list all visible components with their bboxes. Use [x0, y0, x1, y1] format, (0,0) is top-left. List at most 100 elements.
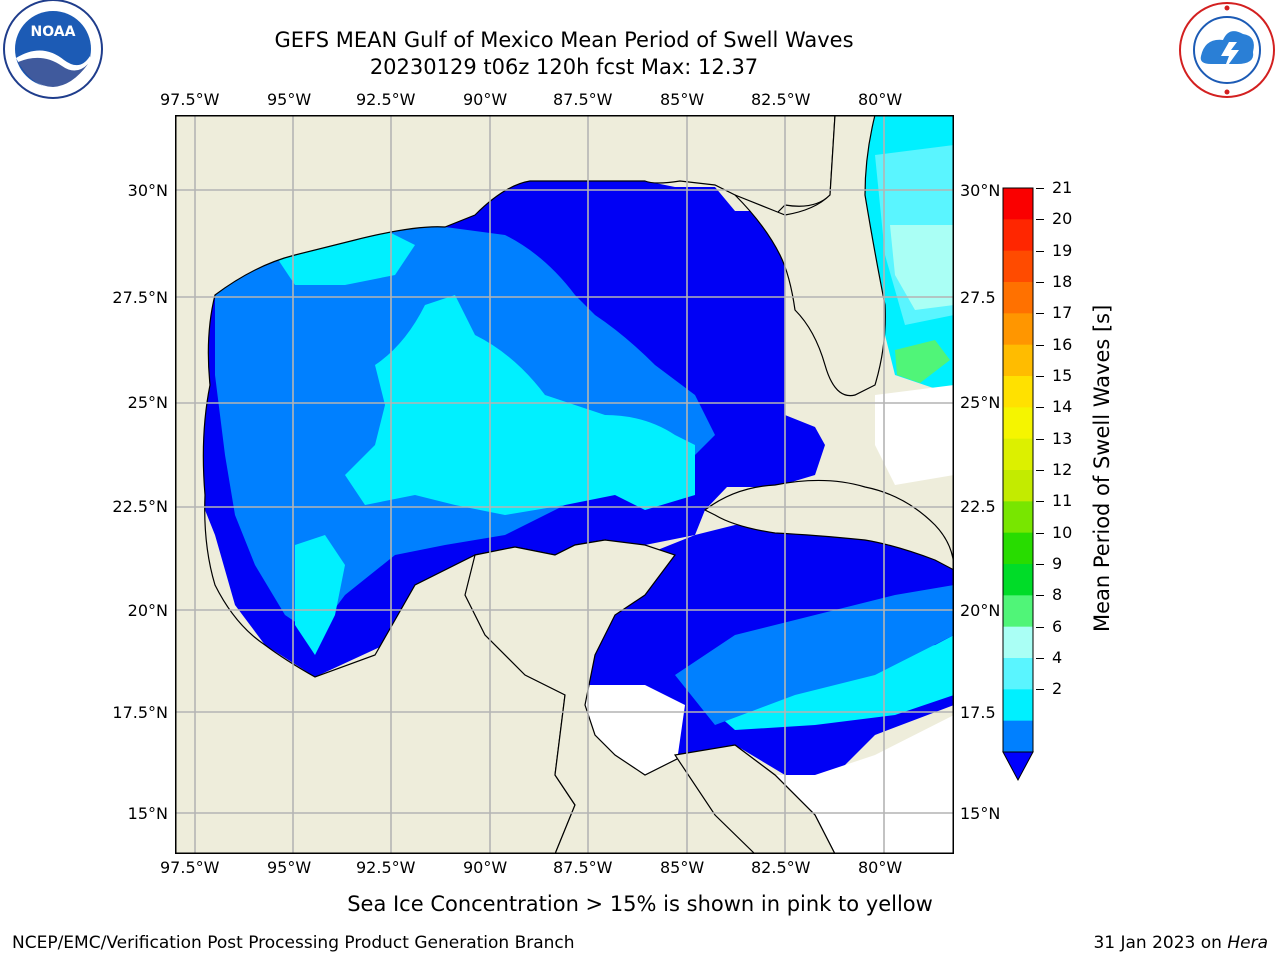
- map-frame: [175, 115, 954, 854]
- colorbar-swatch: [1003, 407, 1033, 440]
- colorbar-tick-label: 2: [1052, 679, 1063, 699]
- footer-date: 31 Jan 2023 on: [1093, 933, 1228, 953]
- atlantic-water-pale: [890, 225, 954, 310]
- land-florida: [734, 114, 886, 397]
- lat-label-right: 20°N: [960, 601, 1001, 620]
- lat-label-left: 30°N: [127, 181, 168, 200]
- lon-label-top: 97.5°W: [160, 90, 220, 109]
- gulf-band-6s-north: [275, 225, 415, 285]
- colorbar-svg: [1002, 187, 1034, 782]
- colorbar-tick-label: 12: [1052, 460, 1073, 479]
- colorbar-tick-label: 20: [1052, 209, 1073, 229]
- colorbar-swatch: [1003, 313, 1033, 346]
- colorbar-tick-label: 16: [1052, 334, 1073, 354]
- colorbar-swatch: [1003, 626, 1033, 659]
- colorbar-frame: [1002, 187, 1034, 753]
- lat-label-right: 25°N: [960, 393, 1001, 412]
- atlantic-water-green: [895, 340, 950, 383]
- colorbar-swatch: [1003, 250, 1033, 283]
- map-title: GEFS MEAN Gulf of Mexico Mean Period of …: [274, 28, 854, 52]
- lon-label-top: 92.5°W: [356, 90, 416, 109]
- colorbar-tick-mark: [1036, 501, 1044, 503]
- noaa-logo-text: NOAA: [31, 24, 76, 40]
- colorbar-tick-mark: [1036, 188, 1044, 189]
- lat-label-right: 22.5: [960, 497, 996, 516]
- lon-label-bottom: 80°W: [858, 858, 903, 877]
- land-central-america: [673, 744, 836, 855]
- footer-left: NCEP/EMC/Verification Post Processing Pr…: [12, 933, 575, 953]
- colorbar-tick-mark: [1036, 564, 1044, 565]
- lon-label-top: 87.5°W: [553, 90, 613, 109]
- colorbar-swatch: [1003, 501, 1033, 534]
- colorbar-swatch: [1003, 470, 1033, 502]
- gulf-band-6s: [345, 295, 695, 515]
- colorbar-tick-mark: [1036, 344, 1044, 346]
- lon-label-top: 95°W: [267, 90, 312, 109]
- colorbar-swatch: [1003, 438, 1033, 471]
- colorbar-swatch: [1003, 188, 1033, 220]
- colorbar-tick-mark: [1036, 532, 1044, 534]
- lat-label-right: 30°N: [960, 181, 1001, 200]
- map-subtitle: 20230129 t06z 120h fcst Max: 12.37: [369, 55, 759, 79]
- colorbar-tick-mark: [1036, 626, 1044, 628]
- lat-label-left: 17.5°N: [112, 703, 168, 722]
- lon-label-bottom: 95°W: [267, 858, 312, 877]
- lat-label-left: 20°N: [127, 601, 168, 620]
- colorbar-swatch: [1003, 720, 1033, 753]
- lon-label-top: 82.5°W: [751, 90, 811, 109]
- lon-label-bottom: 87.5°W: [553, 858, 613, 877]
- no-data-florida-keys: [875, 385, 954, 485]
- colorbar-swatch: [1003, 344, 1033, 377]
- lon-label-top: 90°W: [463, 90, 508, 109]
- footer-host: Hera: [1227, 933, 1268, 953]
- colorbar-tick-mark: [1036, 438, 1044, 440]
- colorbar-tick-mark: [1036, 595, 1044, 597]
- lon-label-bottom: 82.5°W: [751, 858, 811, 877]
- map-gridlines: [175, 115, 954, 854]
- map-canvas: [174, 114, 955, 855]
- colorbar-tick-label: 8: [1052, 585, 1063, 605]
- colorbar-tick-label: 19: [1052, 240, 1073, 260]
- colorbar-extend-triangle: [1002, 751, 1034, 782]
- colorbar-tick-label: 9: [1052, 554, 1063, 573]
- colorbar-swatch: [1003, 376, 1033, 408]
- colorbar-tick-mark: [1036, 658, 1044, 659]
- colorbar-tick-label: 18: [1052, 272, 1073, 291]
- colorbar-label: Mean Period of Swell Waves [s]: [1090, 304, 1114, 632]
- colorbar-tick-mark: [1036, 219, 1044, 221]
- map-panel: [174, 114, 955, 855]
- colorbar-swatch: [1003, 564, 1033, 596]
- colorbar-tick-label: 17: [1052, 303, 1073, 323]
- lon-label-top: 80°W: [858, 90, 903, 109]
- colorbar-tick-mark: [1036, 282, 1044, 283]
- lon-label-bottom: 92.5°W: [356, 858, 416, 877]
- colorbar-swatch: [1003, 595, 1033, 628]
- colorbar-swatch: [1003, 532, 1033, 565]
- colorbar-tick-mark: [1036, 250, 1044, 252]
- colorbar-swatch: [1003, 282, 1033, 314]
- colorbar-tick-mark: [1036, 470, 1044, 471]
- colorbar-tick-label: 10: [1052, 522, 1073, 542]
- colorbar-tick-mark: [1036, 689, 1044, 691]
- footer-right: 31 Jan 2023 on Hera: [1093, 933, 1268, 953]
- lat-label-left: 27.5°N: [112, 288, 168, 307]
- colorbar-tick-mark: [1036, 313, 1044, 315]
- gulf-band-6s-southwest: [295, 535, 345, 655]
- lat-label-left: 22.5°N: [112, 497, 168, 516]
- colorbar-tick-label: 21: [1052, 178, 1073, 197]
- colorbar-swatch: [1003, 219, 1033, 252]
- lat-label-right: 27.5: [960, 288, 996, 307]
- land-cuba: [703, 479, 955, 571]
- colorbar: [1000, 186, 1038, 786]
- nws-logo: [1177, 0, 1277, 100]
- lat-label-right: 15°N: [960, 804, 1001, 823]
- colorbar-swatch: [1003, 689, 1033, 722]
- colorbar-tick-label: 13: [1052, 428, 1073, 448]
- colorbar-tick-label: 15: [1052, 366, 1073, 385]
- noaa-logo: NOAA: [2, 0, 104, 102]
- colorbar-tick-label: 14: [1052, 397, 1073, 417]
- lat-label-left: 25°N: [127, 393, 168, 412]
- lon-label-bottom: 85°W: [660, 858, 705, 877]
- sea-ice-note: Sea Ice Concentration > 15% is shown in …: [347, 892, 933, 916]
- colorbar-tick-label: 11: [1052, 491, 1073, 511]
